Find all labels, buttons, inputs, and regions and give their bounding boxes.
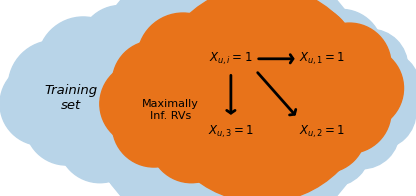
Circle shape bbox=[191, 105, 275, 189]
Circle shape bbox=[300, 9, 383, 93]
Circle shape bbox=[112, 41, 196, 124]
Circle shape bbox=[25, 82, 108, 165]
Circle shape bbox=[308, 70, 391, 153]
Circle shape bbox=[262, 5, 354, 97]
Text: $X_{u,3} = 1$: $X_{u,3} = 1$ bbox=[208, 123, 254, 140]
Circle shape bbox=[83, 0, 374, 196]
Circle shape bbox=[8, 41, 100, 132]
Circle shape bbox=[333, 29, 408, 104]
Circle shape bbox=[320, 47, 404, 130]
Circle shape bbox=[283, 90, 366, 173]
Circle shape bbox=[295, 112, 370, 186]
Circle shape bbox=[150, 100, 233, 183]
Circle shape bbox=[324, 94, 399, 169]
Text: $X_{u,2} = 1$: $X_{u,2} = 1$ bbox=[299, 123, 346, 140]
Text: Maximally
Inf. RVs: Maximally Inf. RVs bbox=[142, 99, 199, 121]
Circle shape bbox=[345, 51, 416, 126]
Circle shape bbox=[79, 5, 162, 89]
Text: $X_{u,i} = 1$: $X_{u,i} = 1$ bbox=[209, 51, 253, 67]
Circle shape bbox=[308, 23, 391, 106]
Circle shape bbox=[154, 0, 370, 196]
Circle shape bbox=[341, 74, 416, 149]
Text: Training
set: Training set bbox=[44, 84, 97, 112]
Circle shape bbox=[146, 121, 229, 196]
Circle shape bbox=[175, 0, 258, 77]
Circle shape bbox=[125, 0, 208, 81]
Circle shape bbox=[112, 84, 196, 167]
Circle shape bbox=[262, 2, 345, 85]
Text: $X_{u,1} = 1$: $X_{u,1} = 1$ bbox=[299, 51, 346, 67]
Circle shape bbox=[196, 123, 279, 196]
Circle shape bbox=[220, 0, 304, 81]
Circle shape bbox=[0, 62, 83, 145]
Circle shape bbox=[237, 102, 320, 185]
Circle shape bbox=[58, 100, 141, 183]
Circle shape bbox=[179, 1, 270, 93]
Circle shape bbox=[37, 17, 129, 108]
Circle shape bbox=[100, 113, 183, 196]
Circle shape bbox=[137, 13, 229, 104]
Circle shape bbox=[245, 119, 329, 196]
Circle shape bbox=[100, 62, 183, 145]
Circle shape bbox=[220, 1, 312, 93]
